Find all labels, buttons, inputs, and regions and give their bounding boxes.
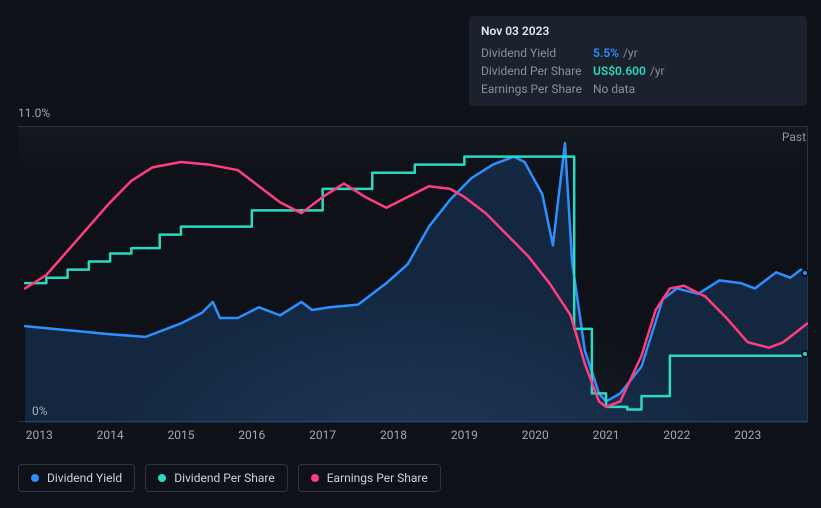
x-tick-label: 2021 [593,428,620,442]
x-tick-label: 2014 [97,428,124,442]
x-tick-label: 2016 [238,428,265,442]
x-tick-label: 2015 [167,428,194,442]
x-tick-label: 2020 [522,428,549,442]
tooltip-row-unit: /yr [623,46,638,60]
chart-svg [18,127,808,423]
tooltip-row-value: US$0.600 [593,64,646,78]
chart-plot-area[interactable] [18,126,808,422]
tooltip-row: Earnings Per ShareNo data [481,80,795,98]
series-area-dividend-yield [25,143,807,423]
tooltip-row-value: 5.5% [593,46,619,60]
legend-label: Dividend Yield [47,471,122,485]
x-tick-label: 2023 [734,428,761,442]
legend-label: Earnings Per Share [327,471,428,485]
tooltip-row-label: Dividend Yield [481,46,593,60]
tooltip-row: Dividend Per ShareUS$0.600/yr [481,62,795,80]
series-end-marker [801,350,809,358]
tooltip-panel: Nov 03 2023 Dividend Yield5.5%/yrDividen… [469,16,807,106]
series-end-marker [801,269,809,277]
legend-label: Dividend Per Share [174,471,275,485]
tooltip-date: Nov 03 2023 [481,24,795,38]
tooltip-row-label: Earnings Per Share [481,82,593,96]
chart-container: 11.0% Past 0% 20132014201520162017201820… [18,108,808,448]
x-tick-label: 2022 [663,428,690,442]
legend-dot-icon [158,474,166,482]
legend-dot-icon [31,474,39,482]
legend-item[interactable]: Dividend Yield [18,464,135,492]
legend-dot-icon [311,474,319,482]
legend-item[interactable]: Dividend Per Share [145,464,288,492]
y-axis-min-label: 0% [32,404,48,418]
x-tick-label: 2019 [451,428,478,442]
tooltip-row: Dividend Yield5.5% /yr [481,44,795,62]
tooltip-row-label: Dividend Per Share [481,64,593,78]
x-tick-label: 2017 [309,428,336,442]
y-axis-max-label: 11.0% [18,106,50,120]
x-tick-label: 2018 [380,428,407,442]
legend-item[interactable]: Earnings Per Share [298,464,441,492]
x-axis: 2013 2014 2015 2016 2017 2018 2019 2020 2021 2022… [18,422,808,448]
legend: Dividend Yield Dividend Per Share Earnings… [18,464,441,492]
tooltip-row-unit: /yr [650,64,665,78]
x-tick-label: 2013 [26,428,53,442]
tooltip-row-nodata: No data [593,82,635,96]
